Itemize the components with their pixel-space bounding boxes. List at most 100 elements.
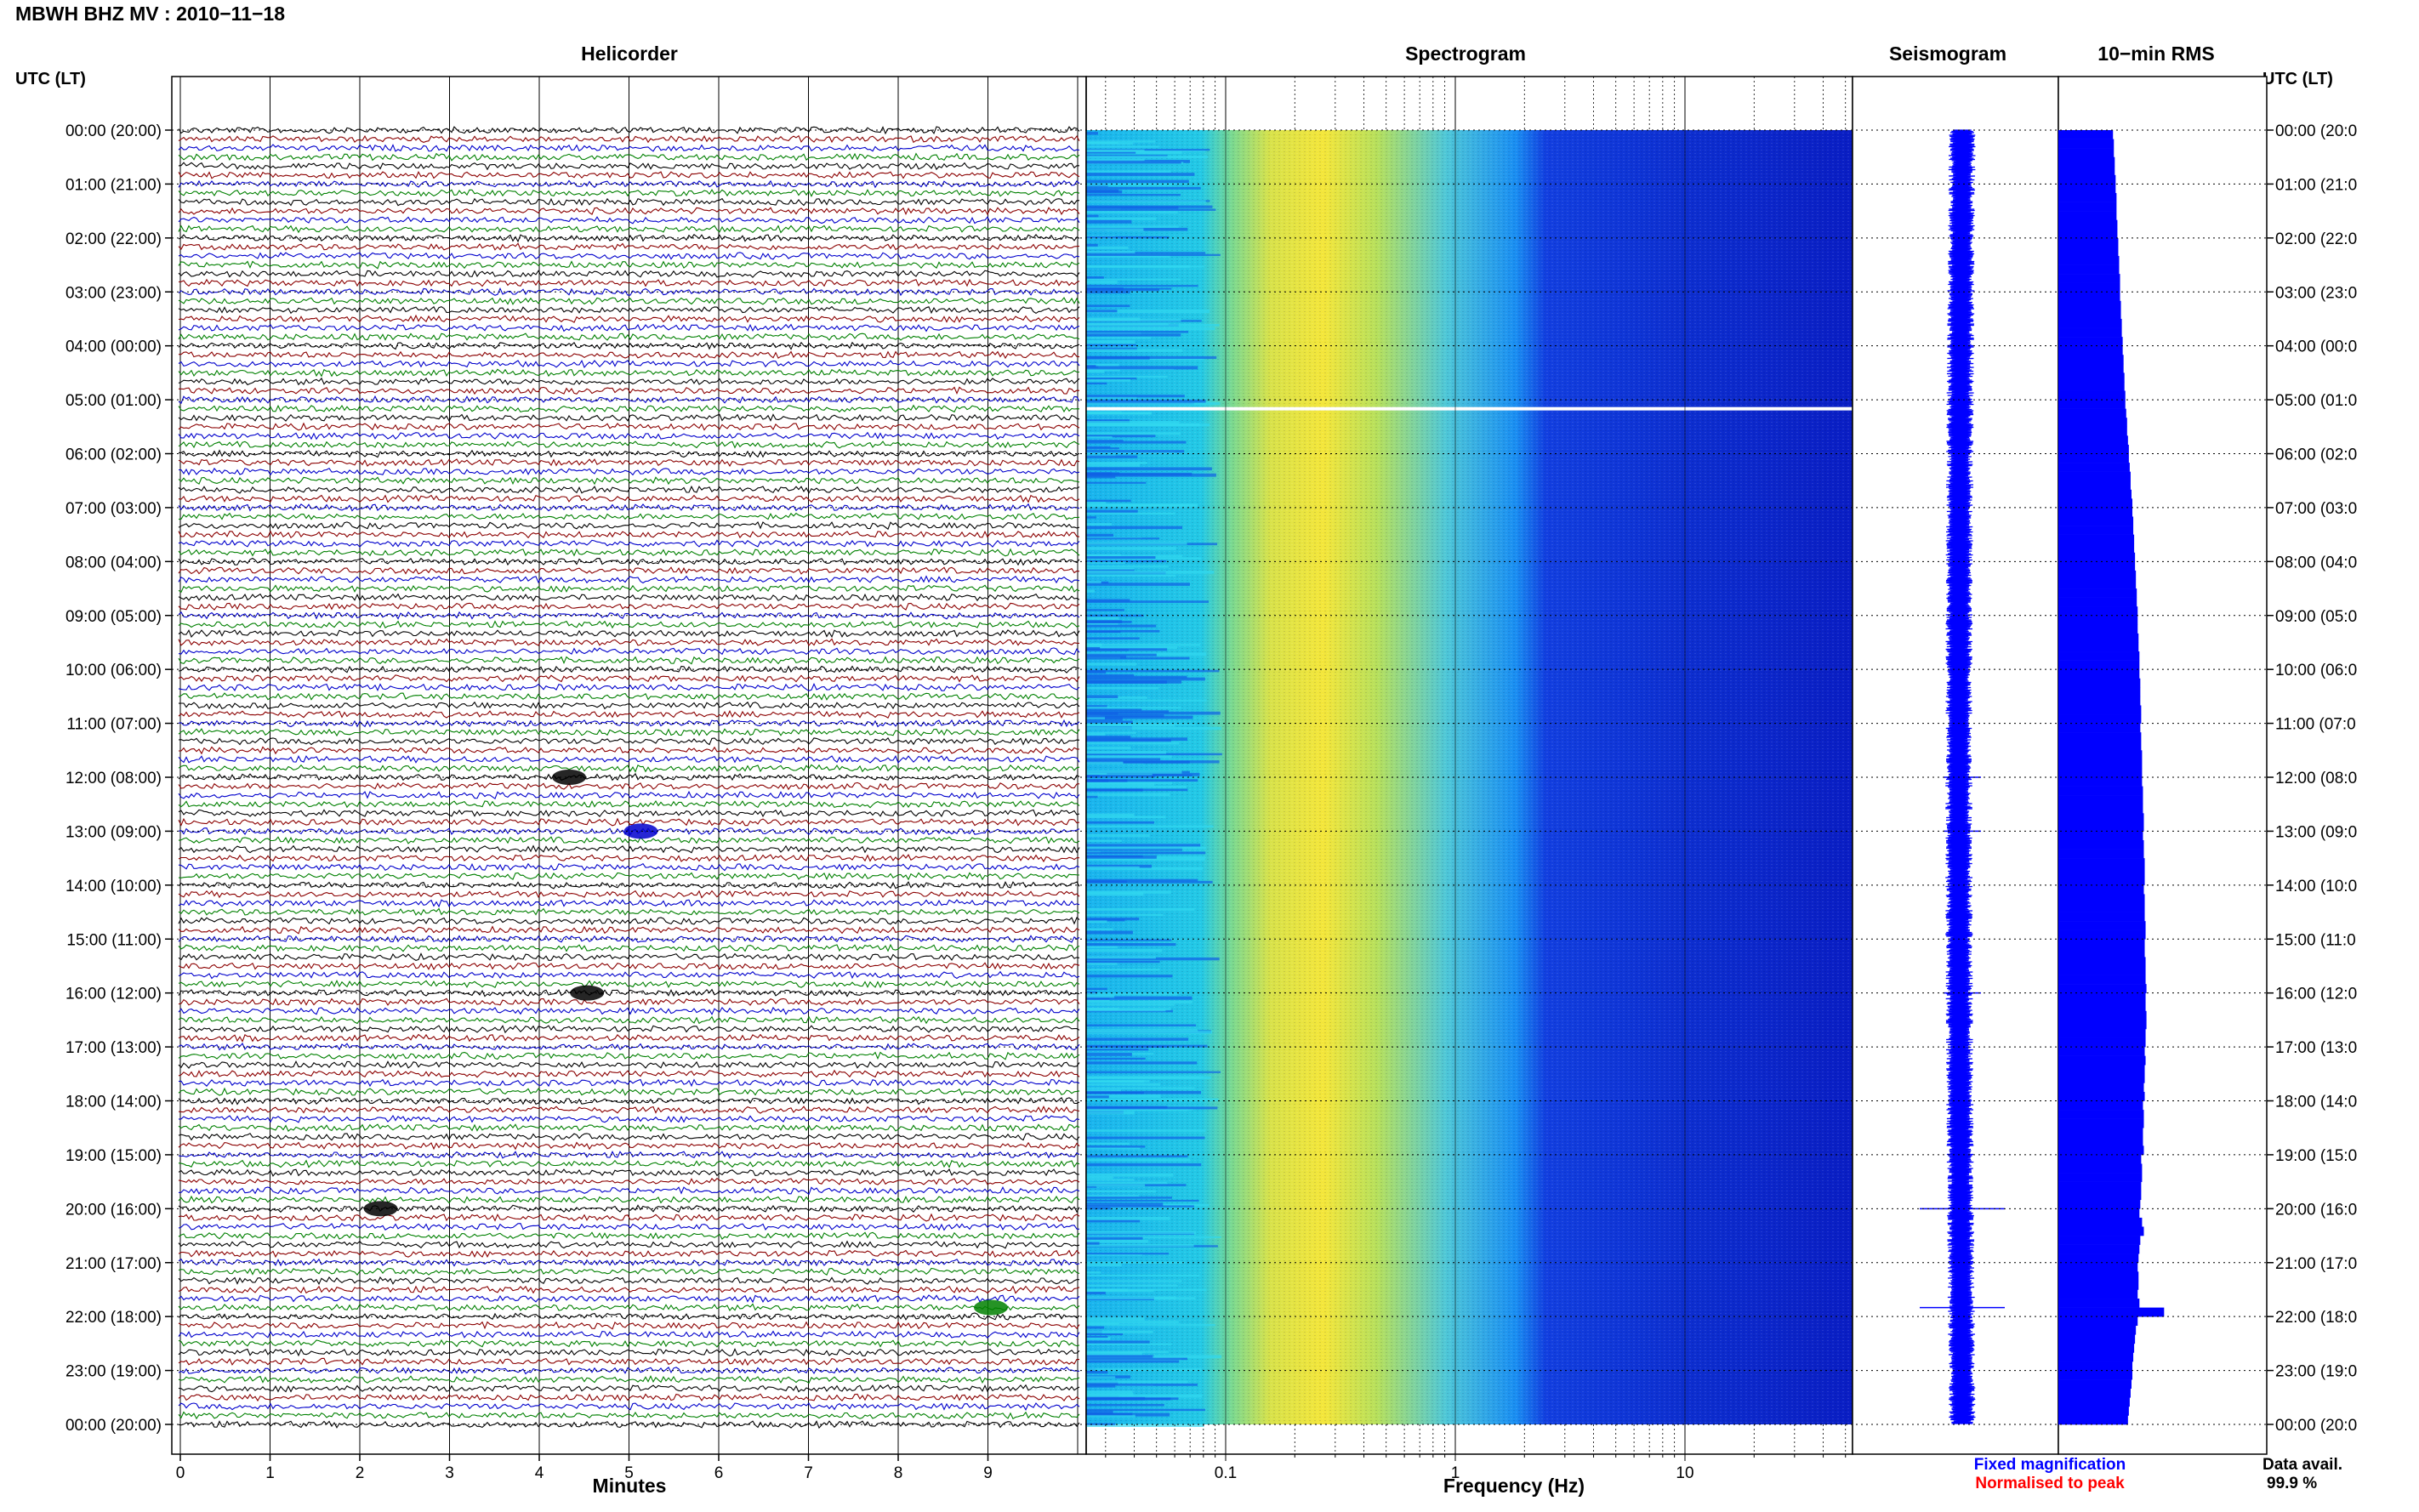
rms-bar <box>2058 651 2140 661</box>
helicorder-tick-label: 4 <box>535 1464 544 1482</box>
rms-bar <box>2058 633 2139 643</box>
helicorder-trace <box>178 674 1080 683</box>
spectrogram-band <box>1086 1095 1109 1099</box>
rms-bar <box>2058 921 2146 930</box>
time-label-right: 02:00 (22:0 <box>2275 230 2357 248</box>
helicorder-trace <box>178 1114 1080 1123</box>
rms-bar <box>2058 534 2135 544</box>
rms-bar <box>2058 884 2144 895</box>
spectrogram-band <box>1086 1414 1136 1418</box>
spectrogram-band <box>1086 707 1181 709</box>
spectrogram-band <box>1086 1383 1198 1386</box>
rms-bar <box>2058 480 2131 491</box>
helicorder-trace <box>178 521 1080 531</box>
spectrogram-band <box>1086 1326 1105 1329</box>
spectrogram-band <box>1086 844 1201 847</box>
rms-bar <box>2058 1065 2145 1075</box>
spectrogram-band <box>1086 1000 1193 1003</box>
time-label: 16:00 (12:00) <box>65 986 162 1003</box>
spectrogram-band <box>1086 711 1221 715</box>
spectrogram-band <box>1086 512 1175 515</box>
time-label: 12:00 (08:00) <box>65 770 162 787</box>
spectrogram-band <box>1086 340 1136 344</box>
spectrogram-band <box>1086 288 1160 292</box>
spectrogram-band <box>1086 1076 1204 1079</box>
spectrogram-band <box>1086 170 1171 173</box>
spectrogram-band <box>1086 726 1221 730</box>
rms-bar <box>2058 984 2147 993</box>
time-label: 00:00 (20:00) <box>65 1417 162 1435</box>
fixed-magnification-label: Fixed magnification <box>1974 1456 2126 1474</box>
spectrogram-band <box>1086 1384 1116 1388</box>
spectrogram-band <box>1086 567 1134 571</box>
spectrogram-band <box>1086 173 1195 176</box>
helicorder-trace <box>178 1240 1080 1249</box>
spectrogram-band <box>1086 1355 1153 1359</box>
spectrogram-band <box>1086 370 1105 373</box>
helicorder-trace <box>178 1276 1079 1285</box>
spectrogram-band <box>1086 946 1118 949</box>
rms-bar <box>2058 463 2130 472</box>
spectrogram-band <box>1086 324 1220 327</box>
rms-bar <box>2058 318 2122 328</box>
spectrogram-band <box>1086 757 1161 761</box>
spectrogram-band <box>1086 140 1156 143</box>
helicorder-trace <box>178 1339 1080 1348</box>
time-label-right: 23:00 (19:0 <box>2275 1363 2357 1381</box>
spectrogram-band <box>1086 395 1185 398</box>
helicorder-trace <box>178 854 1079 863</box>
helicorder-trace <box>178 620 1080 629</box>
spectrogram-band <box>1086 1098 1219 1101</box>
helicorder-trace <box>178 602 1080 611</box>
rms-bar <box>2058 588 2137 598</box>
spectrogram-band <box>1086 1324 1215 1327</box>
spectrogram-band <box>1086 760 1190 764</box>
spectrogram-band <box>1086 645 1178 650</box>
helicorder-trace <box>178 377 1080 386</box>
helicorder-trace <box>178 1015 1080 1025</box>
helicorder-panel: 0 1 2 3 4 5 6 7 8 9 <box>171 76 1087 1482</box>
rms-bar <box>2058 831 2143 841</box>
rms-bar <box>2058 453 2129 463</box>
rms-bar <box>2058 139 2114 149</box>
helicorder-trace <box>178 1420 1080 1430</box>
rms-bar <box>2058 804 2143 814</box>
time-axis-right: 00:00 (20:0 01:00 (21:0 02:00 (22:0 03:00 (… <box>2267 122 2357 1435</box>
spectrogram-band <box>1086 526 1183 530</box>
helicorder-trace <box>178 404 1080 413</box>
spectrogram-band <box>1086 653 1157 657</box>
rms-bar <box>2058 1073 2145 1083</box>
helicorder-trace <box>178 134 1080 144</box>
helicorder-tick-label: 5 <box>624 1464 634 1482</box>
spectrogram-band <box>1086 542 1187 545</box>
spectrogram-band <box>1086 1330 1153 1333</box>
spectrogram-band <box>1086 446 1111 448</box>
helicorder-trace <box>178 216 1080 225</box>
rms-bar <box>2058 705 2142 715</box>
spectrogram-band <box>1086 1197 1172 1199</box>
rms-bar <box>2058 255 2120 265</box>
helicorder-trace <box>178 790 1080 800</box>
helicorder-trace <box>178 575 1080 584</box>
spectrogram-band <box>1086 928 1113 931</box>
helicorder-trace <box>178 503 1080 512</box>
rms-bar <box>2058 1128 2143 1138</box>
helicorder-trace <box>178 278 1080 287</box>
spectrogram-band <box>1086 581 1101 583</box>
helicorder-trace <box>178 935 1080 943</box>
spectrogram-band <box>1086 920 1107 924</box>
spectrogram-band <box>1086 1390 1133 1394</box>
rms-bar <box>2058 1028 2146 1038</box>
spectrogram-band <box>1086 834 1150 838</box>
helicorder-trace <box>178 952 1080 962</box>
spectrogram-band <box>1086 475 1116 479</box>
time-label-right: 01:00 (21:0 <box>2275 176 2357 194</box>
spectrogram-band <box>1086 395 1137 399</box>
rms-bar <box>2058 300 2121 310</box>
spectrogram-band <box>1086 939 1172 941</box>
helicorder-event <box>973 1299 1008 1316</box>
spectrogram-band <box>1086 1024 1197 1026</box>
seismogram-panel <box>1852 76 2059 1455</box>
rms-bar <box>2058 1406 2129 1416</box>
spectrogram-tick-label: 0.1 <box>1215 1464 1237 1482</box>
